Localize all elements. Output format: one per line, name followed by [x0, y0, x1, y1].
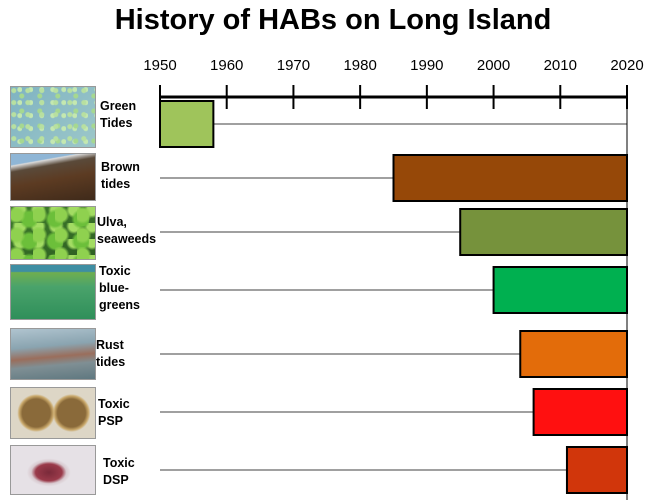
bar-2 — [459, 208, 629, 256]
row-label: Ulva, seaweeds — [97, 215, 157, 246]
bar-5 — [532, 388, 628, 436]
rust-tide-photo — [10, 328, 96, 380]
row-label: Rust tides — [96, 338, 126, 369]
row-label: Toxic DSP — [103, 456, 135, 487]
green-algae-photo — [10, 86, 96, 148]
bar-3 — [492, 266, 629, 314]
row-label: Toxic blue- greens — [99, 264, 140, 312]
bar-6 — [565, 446, 629, 494]
x-tick-label: 1980 — [343, 57, 376, 74]
row-label: Brown tides — [101, 160, 140, 191]
x-tick-label: 1960 — [210, 57, 243, 74]
bar-4 — [519, 330, 628, 378]
x-tick-label: 2010 — [544, 57, 577, 74]
row-label: Toxic PSP — [98, 397, 130, 428]
psp-cells-photo — [10, 387, 96, 439]
blue-green-algae-photo — [10, 264, 96, 320]
chart-title: History of HABs on Long Island — [114, 4, 552, 36]
bar-0 — [159, 100, 215, 148]
x-tick-label: 2000 — [477, 57, 510, 74]
brown-tide-photo — [10, 153, 96, 201]
row-label: Green Tides — [100, 99, 137, 130]
seaweed-photo — [10, 206, 96, 260]
dsp-cell-photo — [10, 445, 96, 495]
x-tick-label: 1990 — [410, 57, 443, 74]
bar-1 — [392, 154, 628, 202]
x-tick-label: 1950 — [143, 57, 176, 74]
x-tick-label: 2020 — [610, 57, 643, 74]
x-tick-label: 1970 — [277, 57, 310, 74]
